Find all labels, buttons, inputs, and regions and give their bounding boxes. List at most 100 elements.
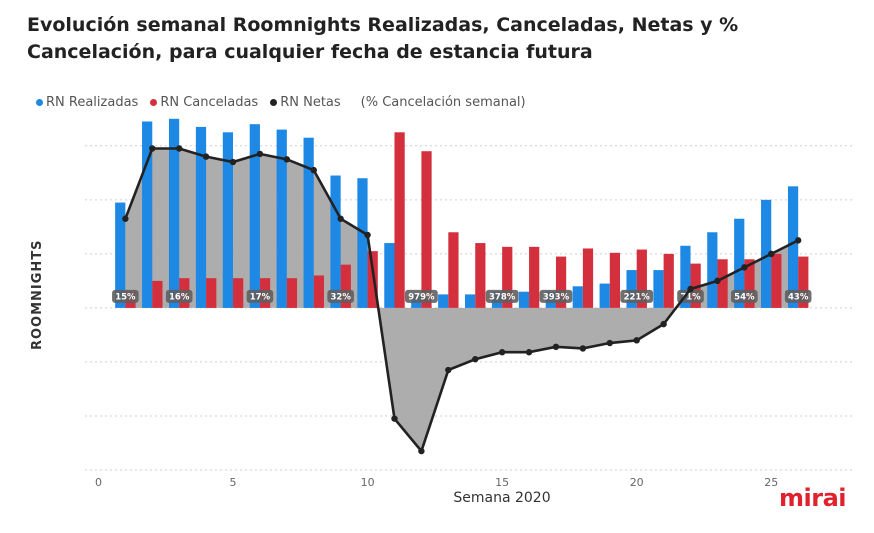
percent-badge <box>165 289 193 303</box>
x-tick-label: 5 <box>230 476 237 489</box>
net-point <box>202 153 210 160</box>
bar-canceladas <box>421 151 432 308</box>
bar-canceladas <box>771 253 782 308</box>
net-area-fill <box>125 148 799 452</box>
bar-canceladas <box>340 264 351 308</box>
x-tick-label: 25 <box>764 476 778 489</box>
mirai-logo: mirai <box>779 484 847 512</box>
percent-label: 979% <box>408 292 435 302</box>
bar-canceladas <box>582 248 594 308</box>
net-point <box>472 356 479 363</box>
bar-canceladas <box>206 278 217 308</box>
bar-realizadas <box>518 291 530 308</box>
bar-realizadas <box>330 175 341 308</box>
percent-label: 43% <box>788 292 809 302</box>
bar-realizadas <box>303 137 314 308</box>
percent-label: 15% <box>115 292 136 302</box>
net-point <box>310 166 317 174</box>
net-point <box>498 349 506 356</box>
net-point <box>794 237 802 244</box>
net-point <box>660 320 667 328</box>
bar-canceladas <box>152 280 163 308</box>
bar-realizadas <box>276 129 287 308</box>
percent-badge <box>112 289 139 303</box>
percent-label: 17% <box>250 292 271 302</box>
bar-realizadas <box>249 124 260 308</box>
net-point <box>364 231 371 239</box>
bar-canceladas <box>555 256 567 308</box>
bar-canceladas <box>717 259 728 308</box>
legend-item-canceladas[interactable]: RN Canceladas <box>150 95 258 110</box>
net-point <box>283 156 291 163</box>
bar-realizadas <box>384 243 395 308</box>
bar-canceladas <box>744 259 755 308</box>
net-point <box>445 366 452 374</box>
net-point <box>687 285 694 293</box>
legend-label-realizadas: RN Realizadas <box>46 95 139 110</box>
legend-item-netas[interactable]: RN Netas <box>270 95 341 110</box>
bar-canceladas <box>609 252 621 308</box>
net-point <box>741 264 748 271</box>
percent-badge <box>246 289 274 303</box>
net-point <box>579 345 587 352</box>
percent-badge <box>784 289 812 303</box>
percent-badge <box>620 289 654 303</box>
net-point <box>768 250 775 258</box>
net-point <box>122 215 129 222</box>
bar-canceladas <box>394 132 405 308</box>
net-point <box>714 277 721 285</box>
bar-realizadas <box>599 283 610 308</box>
net-area <box>125 148 799 452</box>
bar-realizadas <box>787 186 799 308</box>
legend-swatch-canceladas <box>150 99 158 106</box>
x-tick-label: 20 <box>630 476 644 489</box>
bar-canceladas <box>286 278 298 308</box>
percent-badge <box>405 289 438 303</box>
net-point <box>633 337 640 344</box>
bar-canceladas <box>233 278 244 308</box>
bar-realizadas <box>626 270 637 308</box>
bar-realizadas <box>465 294 476 308</box>
bar-realizadas <box>653 270 664 308</box>
bar-realizadas <box>761 199 772 308</box>
bar-realizadas <box>142 121 153 308</box>
bar-canceladas <box>636 249 647 308</box>
legend-item-cancelacion[interactable]: (% Cancelación semanal) <box>353 95 526 110</box>
net-point <box>552 343 560 351</box>
bar-realizadas <box>707 232 718 308</box>
bar-canceladas <box>663 253 674 308</box>
percent-badge <box>485 289 519 303</box>
net-point <box>337 215 344 222</box>
bar-canceladas <box>367 251 378 308</box>
net-point <box>418 447 425 455</box>
percent-label: 32% <box>330 292 351 302</box>
bar-canceladas <box>529 246 540 308</box>
chart-legend: RN Realizadas RN Canceladas RN Netas (% … <box>36 95 526 110</box>
bar-canceladas <box>798 256 809 308</box>
legend-item-realizadas[interactable]: RN Realizadas <box>36 95 138 110</box>
x-tick-group: 0 5 10 15 20 25 <box>95 476 778 489</box>
x-tick-label: 15 <box>495 476 509 489</box>
percent-label: 16% <box>169 292 190 302</box>
bar-canceladas <box>502 246 513 308</box>
legend-label-canceladas: RN Canceladas <box>160 95 259 110</box>
x-axis-label: Semana 2020 <box>453 490 551 506</box>
bar-realizadas <box>680 245 691 308</box>
percent-badge <box>539 289 573 303</box>
percent-label: 221% <box>624 292 651 302</box>
bar-canceladas <box>448 232 459 308</box>
bar-canceladas <box>475 243 486 308</box>
net-point <box>391 415 398 422</box>
bar-realizadas <box>357 178 368 308</box>
net-point <box>229 158 237 166</box>
net-point <box>606 339 613 347</box>
legend-swatch-realizadas <box>36 99 43 106</box>
percent-label: 54% <box>734 292 755 302</box>
net-point <box>175 145 183 152</box>
legend-label-cancelacion: (% Cancelación semanal) <box>360 95 526 110</box>
percent-badge <box>327 289 354 303</box>
percent-badge <box>731 289 758 303</box>
net-point <box>149 145 156 152</box>
bar-canceladas <box>690 263 701 308</box>
